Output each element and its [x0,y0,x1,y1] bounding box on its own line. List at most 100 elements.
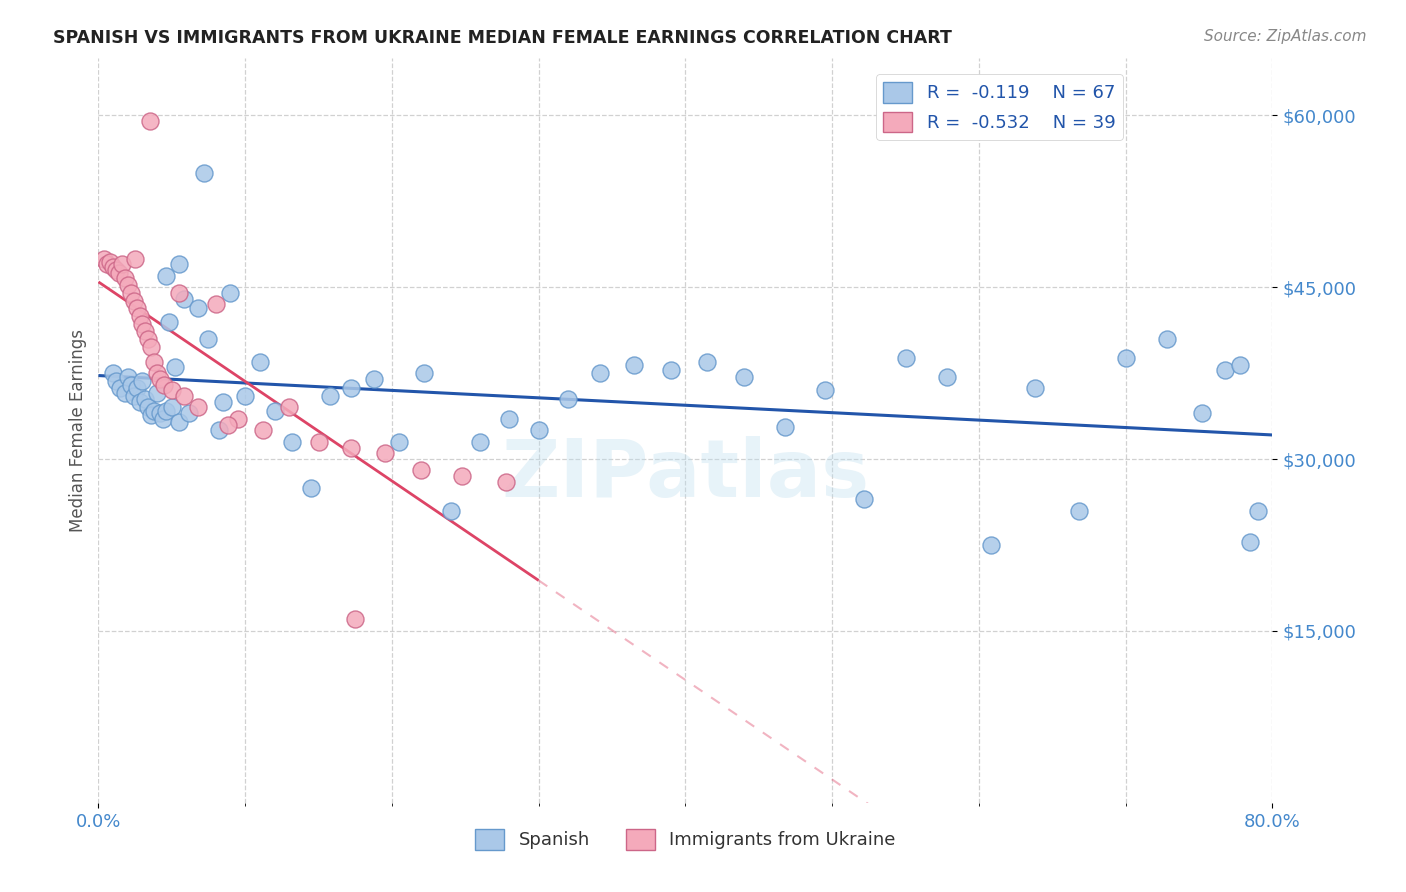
Point [1229,358,1251,372]
Point [93,252,115,266]
Point [388,434,411,449]
Point [980,538,1002,552]
Point [319,389,342,403]
Point [219,285,242,300]
Point [101,260,124,274]
Point [173,389,195,403]
Point [623,358,645,372]
Point [281,434,304,449]
Point [439,503,461,517]
Point [160,401,183,415]
Point [143,404,166,418]
Y-axis label: Median Female Earnings: Median Female Earnings [69,329,87,532]
Point [299,481,322,495]
Point [363,372,385,386]
Point [233,389,256,403]
Point [155,268,177,283]
Point [124,252,146,266]
Point [1239,534,1261,549]
Point [340,441,363,455]
Point [105,263,128,277]
Text: ZIPatlas: ZIPatlas [502,436,869,514]
Point [205,297,228,311]
Point [308,434,330,449]
Text: Source: ZipAtlas.com: Source: ZipAtlas.com [1204,29,1367,44]
Point [1024,381,1046,395]
Point [187,401,209,415]
Point [122,293,145,308]
Point [495,475,517,489]
Point [557,392,579,407]
Point [114,385,136,400]
Point [139,114,162,128]
Point [498,412,520,426]
Point [413,366,436,380]
Point [125,381,148,395]
Point [187,301,209,315]
Point [1115,351,1137,366]
Point [179,406,201,420]
Point [197,332,219,346]
Point [105,374,128,388]
Point [217,417,239,432]
Point [136,401,159,415]
Legend: Spanish, Immigrants from Ukraine: Spanish, Immigrants from Ukraine [468,822,903,857]
Point [122,389,145,403]
Point [340,381,363,395]
Point [163,360,186,375]
Point [128,394,150,409]
Point [120,285,142,300]
Point [134,392,156,407]
Point [167,416,190,430]
Point [134,324,156,338]
Point [1067,503,1090,517]
Point [120,377,142,392]
Point [1156,332,1178,346]
Point [141,340,163,354]
Point [1247,503,1270,517]
Point [143,354,166,368]
Point [153,377,176,392]
Point [146,366,169,380]
Point [101,366,124,380]
Text: SPANISH VS IMMIGRANTS FROM UKRAINE MEDIAN FEMALE EARNINGS CORRELATION CHART: SPANISH VS IMMIGRANTS FROM UKRAINE MEDIA… [53,29,952,46]
Point [252,423,274,437]
Point [167,257,190,271]
Point [193,165,215,179]
Point [108,267,131,281]
Point [152,412,174,426]
Point [110,381,132,395]
Point [853,492,876,507]
Point [344,612,367,626]
Point [117,277,139,292]
Point [468,434,491,449]
Point [249,354,271,368]
Point [131,317,153,331]
Point [773,420,796,434]
Point [894,351,917,366]
Point [451,469,474,483]
Point [149,372,172,386]
Point [125,301,148,315]
Point [208,423,231,437]
Point [98,255,121,269]
Point [136,332,159,346]
Point [935,369,957,384]
Point [696,354,718,368]
Point [173,292,195,306]
Point [149,406,172,420]
Point [374,446,396,460]
Point [141,409,163,423]
Point [111,257,134,271]
Point [212,394,235,409]
Point [160,384,183,398]
Point [128,309,150,323]
Point [659,362,682,376]
Point [1191,406,1213,420]
Point [527,423,550,437]
Point [733,369,755,384]
Point [155,404,177,418]
Point [96,257,118,271]
Point [146,385,169,400]
Point [157,314,180,328]
